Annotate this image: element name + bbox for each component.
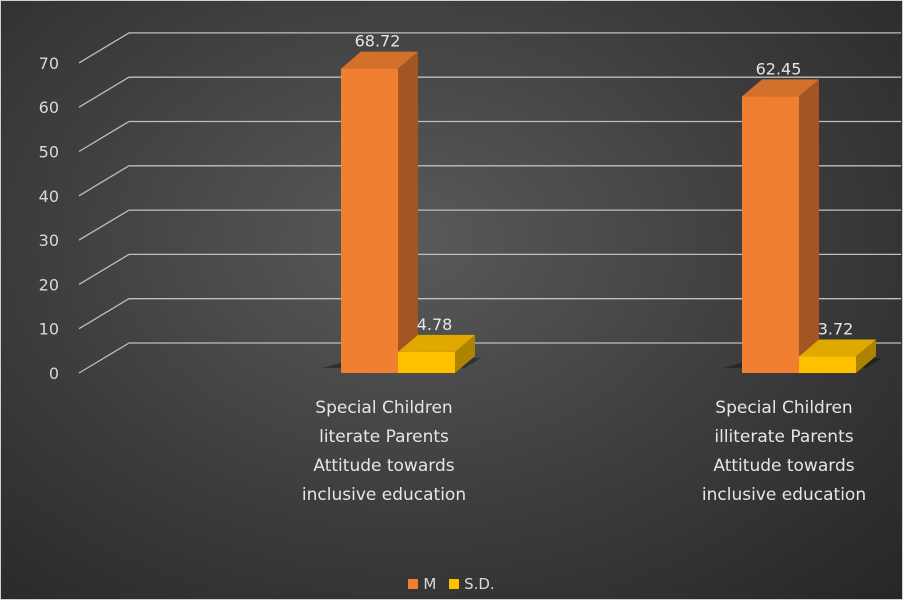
category-label: Special Children literate Parents Attitude… xyxy=(302,398,466,505)
y-tick-label: 20 xyxy=(39,275,59,294)
legend-item-m: M xyxy=(408,575,436,593)
gridline xyxy=(78,298,901,330)
bar-sd-2 xyxy=(799,339,876,373)
y-tick-label: 10 xyxy=(39,320,59,339)
legend: M S.D. xyxy=(1,575,902,593)
bar-top xyxy=(742,79,819,97)
gridlines xyxy=(78,32,901,374)
legend-label-sd: S.D. xyxy=(464,575,495,593)
data-label: 3.72 xyxy=(818,320,854,339)
legend-swatch-m xyxy=(408,579,419,589)
bar-front xyxy=(398,351,455,373)
data-labels: 68.72 4.78 62.45 3.72 xyxy=(355,32,854,339)
gridline xyxy=(78,120,901,153)
bar-side xyxy=(455,334,475,373)
bar-front xyxy=(341,68,398,373)
gridline xyxy=(78,209,901,241)
bar-side xyxy=(856,339,876,373)
gridline xyxy=(78,165,901,197)
bar-m-1 xyxy=(341,51,418,373)
y-tick-label: 30 xyxy=(39,231,59,250)
bar-sd-1 xyxy=(398,334,475,373)
y-tick-label: 70 xyxy=(39,54,59,73)
y-tick-label: 40 xyxy=(39,187,59,206)
category-labels: Special Children literate Parents Attitude… xyxy=(302,398,866,505)
category-label: Special Children illiterate Parents Attitu… xyxy=(702,398,866,505)
bars xyxy=(341,51,876,373)
data-label: 68.72 xyxy=(355,32,401,51)
bar-top xyxy=(341,51,418,69)
bar-m-2 xyxy=(742,79,819,373)
data-label: 62.45 xyxy=(756,59,802,78)
legend-item-sd: S.D. xyxy=(449,575,495,593)
y-axis: 0 10 20 30 40 50 60 70 xyxy=(39,54,59,383)
gridline xyxy=(78,76,901,108)
data-label: 4.78 xyxy=(417,315,453,334)
bar-top xyxy=(398,334,475,352)
y-tick-label: 60 xyxy=(39,98,59,117)
legend-swatch-sd xyxy=(449,579,460,589)
y-tick-label: 0 xyxy=(49,364,59,383)
bar-side xyxy=(398,51,418,373)
legend-label-m: M xyxy=(423,575,437,593)
bar-front xyxy=(799,356,856,373)
gridline xyxy=(78,253,901,285)
gridline xyxy=(78,32,901,64)
y-tick-label: 50 xyxy=(39,143,59,162)
bar-side xyxy=(799,79,819,373)
bar-top xyxy=(799,339,876,357)
gridline xyxy=(78,342,901,374)
bar-front xyxy=(742,96,799,373)
